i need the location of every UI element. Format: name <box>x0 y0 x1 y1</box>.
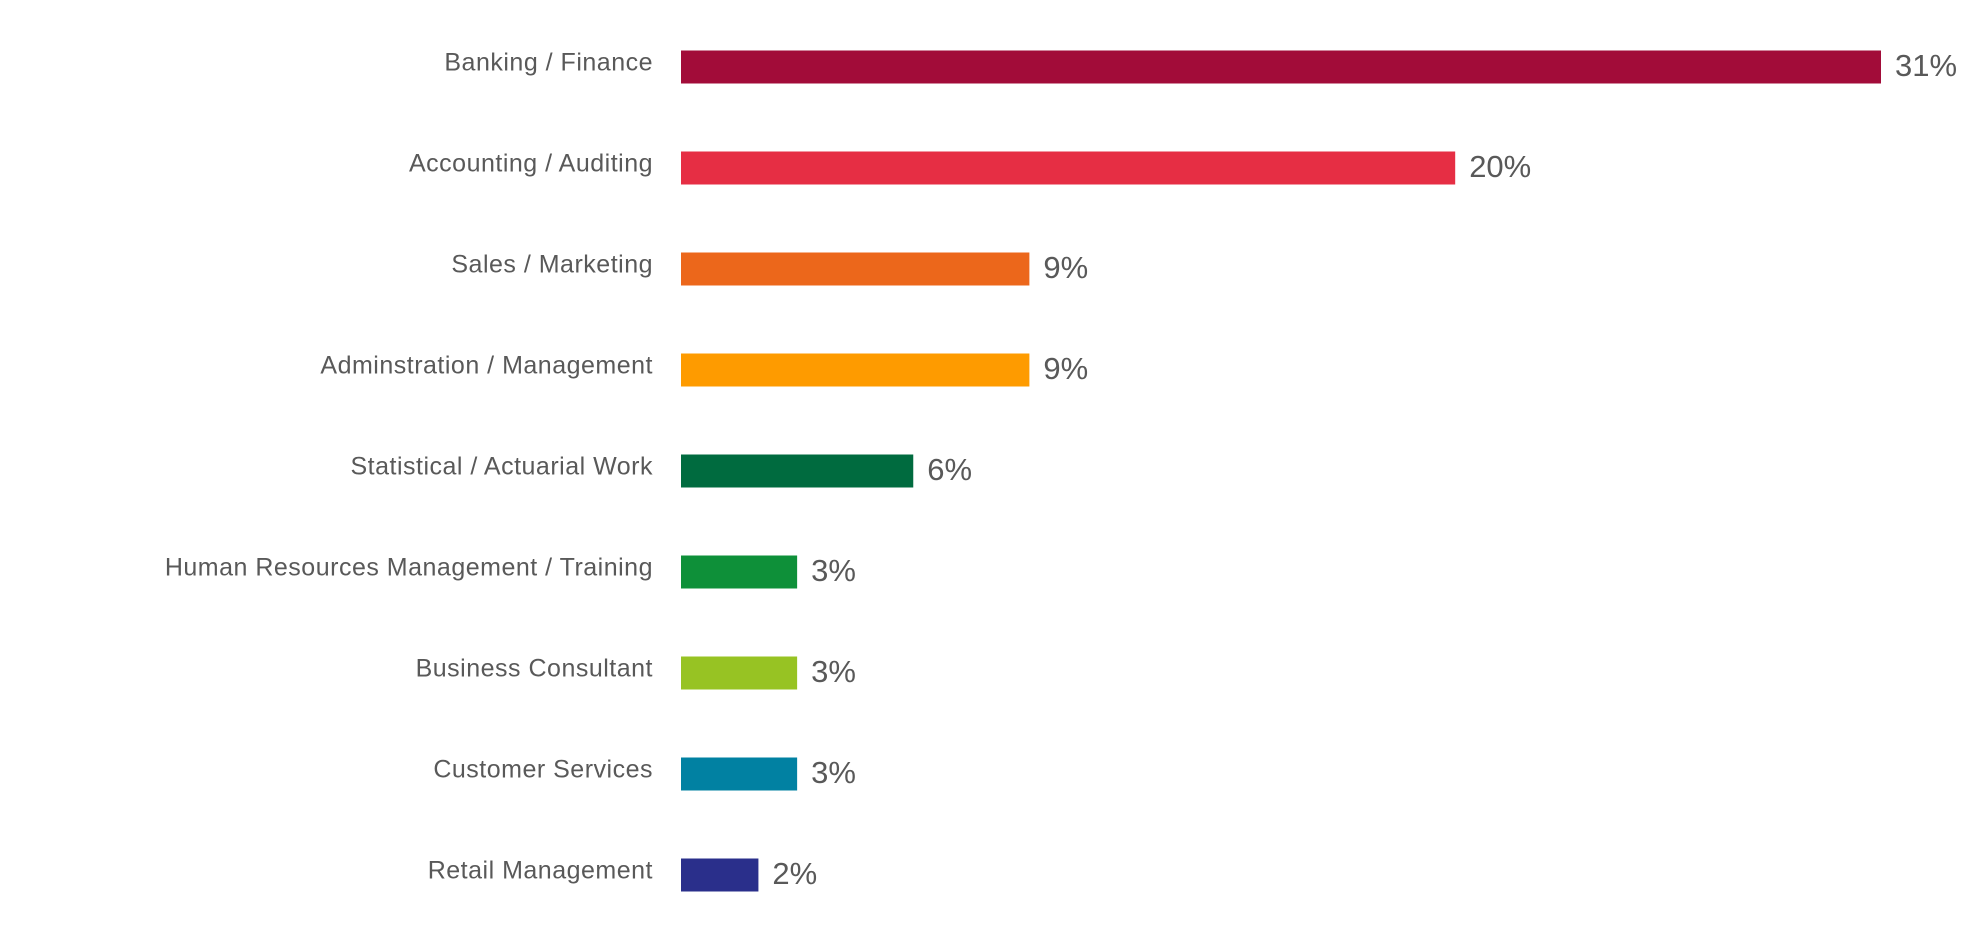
value-label: 9% <box>1043 250 1088 285</box>
value-label: 20% <box>1469 149 1531 184</box>
category-label: Customer Services <box>433 756 653 784</box>
category-label: Human Resources Management / Training <box>165 554 653 582</box>
value-label: 3% <box>811 553 856 588</box>
bar <box>681 151 1456 185</box>
category-label: Retail Management <box>428 857 653 885</box>
bar <box>681 454 914 488</box>
value-label: 2% <box>772 856 817 891</box>
value-label: 3% <box>811 755 856 790</box>
value-label: 3% <box>811 654 856 689</box>
category-label: Sales / Marketing <box>451 251 653 279</box>
category-label: Accounting / Auditing <box>409 150 653 178</box>
bar <box>681 555 798 589</box>
category-label: Adminstration / Management <box>320 352 653 380</box>
value-label: 31% <box>1895 48 1957 83</box>
value-label: 9% <box>1043 351 1088 386</box>
category-label: Statistical / Actuarial Work <box>350 453 653 481</box>
bar <box>681 252 1030 286</box>
bar <box>681 353 1030 387</box>
bar <box>681 858 759 892</box>
category-label: Business Consultant <box>416 655 653 683</box>
category-label: Banking / Finance <box>444 49 653 77</box>
value-label: 6% <box>927 452 972 487</box>
bar <box>681 757 798 791</box>
bar <box>681 50 1881 84</box>
bar <box>681 656 798 690</box>
